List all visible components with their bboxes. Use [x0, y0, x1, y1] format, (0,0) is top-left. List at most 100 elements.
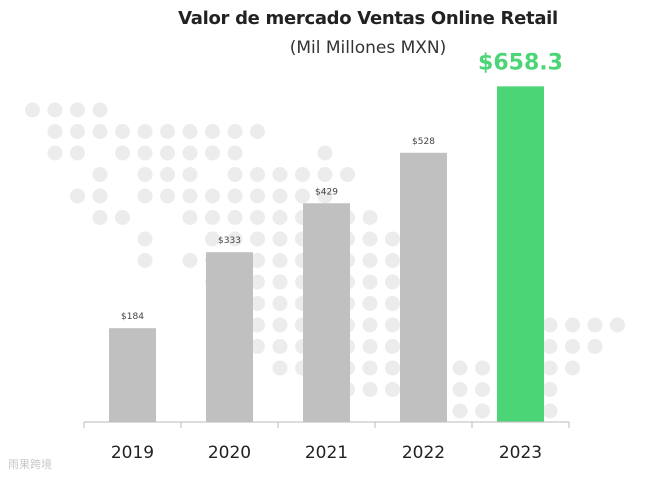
map-dot: [250, 253, 265, 268]
map-dot: [317, 167, 333, 182]
map-dot: [452, 360, 468, 376]
map-dot: [227, 188, 243, 204]
map-dot: [362, 339, 378, 354]
chart-title: Valor de mercado Ventas Online Retail: [178, 8, 558, 29]
map-dot: [182, 253, 198, 268]
map-dot: [452, 382, 468, 397]
map-dot: [362, 296, 378, 311]
value-label-2019: $184: [121, 312, 144, 322]
map-dot: [272, 296, 288, 311]
map-dot: [160, 124, 175, 139]
map-dot: [272, 339, 288, 354]
map-dot: [70, 102, 85, 118]
map-dot: [160, 188, 175, 204]
map-dot: [182, 167, 198, 182]
value-labels: $184 $333 $429 $528 $658.3: [121, 50, 563, 322]
map-dot: [385, 382, 400, 397]
map-dot: [137, 167, 153, 182]
map-dot: [47, 145, 63, 161]
map-dot: [272, 188, 288, 204]
map-dot: [385, 231, 400, 247]
map-dot: [475, 382, 490, 397]
map-dot: [542, 360, 558, 376]
map-dot: [565, 360, 580, 376]
map-dot: [47, 124, 63, 139]
map-dot: [250, 167, 265, 182]
bar-2020: [206, 252, 253, 422]
map-dot: [542, 403, 558, 419]
map-dot: [182, 188, 198, 204]
map-dot: [362, 360, 378, 376]
map-dot: [115, 210, 130, 225]
map-dot: [385, 360, 400, 376]
map-dot: [362, 274, 378, 290]
map-dot: [205, 188, 220, 204]
map-dot: [385, 317, 400, 333]
map-dot: [70, 188, 85, 204]
map-dot: [205, 145, 220, 161]
map-dot: [542, 317, 558, 333]
map-dot: [385, 274, 400, 290]
map-dot: [272, 360, 288, 376]
map-dot: [205, 210, 220, 225]
map-dot: [272, 167, 288, 182]
map-dot: [272, 317, 288, 333]
map-dot: [205, 124, 220, 139]
map-dot: [340, 167, 355, 182]
value-label-2021: $429: [315, 187, 338, 197]
map-dot: [317, 145, 333, 161]
map-dot: [542, 339, 558, 354]
map-dot: [227, 231, 243, 247]
map-dot: [362, 231, 378, 247]
map-dot: [475, 403, 490, 419]
watermark: 雨果跨境: [8, 458, 52, 471]
map-dot: [137, 145, 153, 161]
map-dot: [317, 188, 333, 204]
map-dot: [250, 339, 265, 354]
map-dot: [137, 188, 153, 204]
map-dot: [565, 317, 580, 333]
map-dot: [295, 188, 310, 204]
map-dot: [92, 124, 108, 139]
x-axis: 2019 2020 2021 2022 2023: [83, 421, 570, 463]
map-dot: [272, 253, 288, 268]
map-dot: [250, 210, 265, 225]
map-dot: [227, 124, 243, 139]
chart-subtitle: (Mil Millones MXN): [289, 38, 447, 58]
map-dot: [137, 124, 153, 139]
map-dot: [272, 274, 288, 290]
x-tick-label-2023: 2023: [499, 443, 542, 463]
bar-2023: [497, 86, 544, 423]
map-dot: [47, 102, 63, 118]
map-dot: [70, 145, 85, 161]
map-dot: [25, 102, 40, 118]
map-dot: [115, 145, 130, 161]
map-dot: [272, 210, 288, 225]
map-dot: [205, 231, 220, 247]
map-dot: [160, 145, 175, 161]
map-dot: [385, 296, 400, 311]
map-dot: [227, 167, 243, 182]
map-dot: [182, 124, 198, 139]
map-dot: [362, 317, 378, 333]
map-dot: [227, 210, 243, 225]
bar-2022: [400, 152, 447, 422]
map-dot: [92, 167, 108, 182]
map-dot: [362, 210, 378, 225]
map-dot: [565, 339, 580, 354]
value-label-2023: $658.3: [478, 50, 563, 75]
map-dot: [92, 102, 108, 118]
map-dot: [272, 231, 288, 247]
map-dot: [70, 124, 85, 139]
bar-2021: [303, 203, 350, 422]
map-dot: [115, 124, 130, 139]
map-dot: [182, 145, 198, 161]
map-dot: [92, 210, 108, 225]
bars: [109, 86, 544, 423]
map-dot: [250, 231, 265, 247]
map-dot: [542, 382, 558, 397]
x-tick-label-2020: 2020: [208, 443, 251, 463]
x-tick-label-2021: 2021: [305, 443, 348, 463]
x-tick-label-2022: 2022: [402, 443, 445, 463]
